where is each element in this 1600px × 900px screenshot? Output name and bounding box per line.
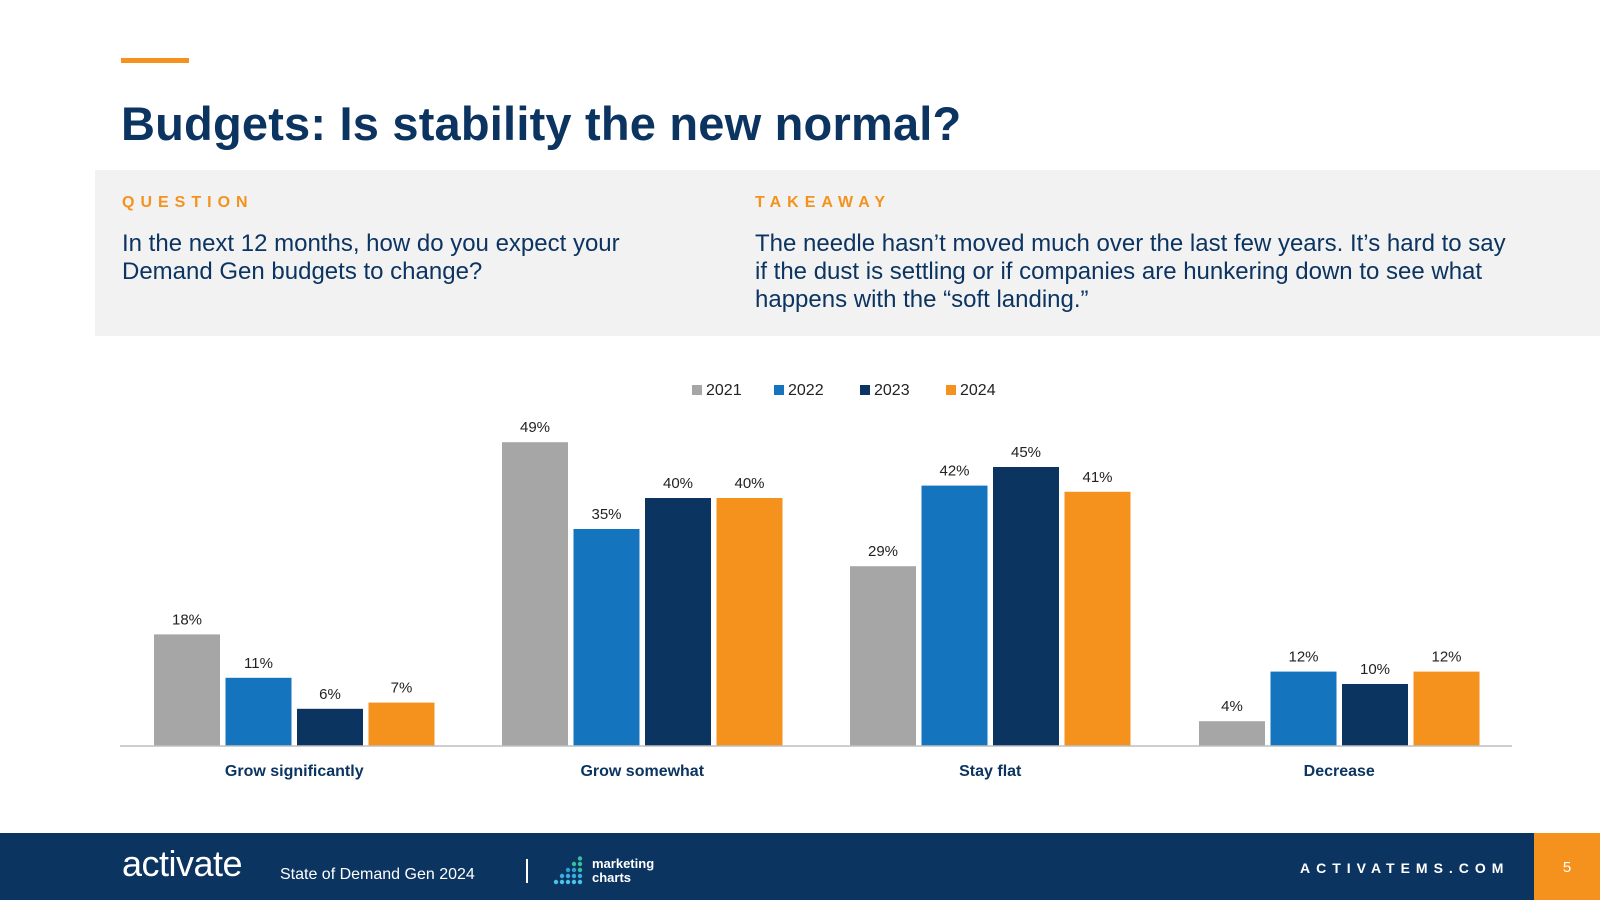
- data-label-2023-0: 6%: [319, 686, 341, 703]
- bar-2024-3: [1413, 671, 1480, 746]
- marketing-charts-icon: [553, 856, 583, 885]
- category-label-3: Decrease: [1304, 763, 1375, 780]
- bar-2023-0: [297, 708, 363, 746]
- bar-2022-2: [921, 485, 988, 746]
- bar-2021-1: [502, 442, 568, 746]
- bar-2024-1: [716, 498, 783, 746]
- bar-2023-2: [993, 467, 1059, 746]
- site-url: ACTIVATEMS.COM: [1300, 860, 1510, 876]
- data-label-2021-0: 18%: [172, 611, 202, 628]
- marketing-charts-wordmark: marketing charts: [592, 857, 654, 885]
- data-label-2021-2: 29%: [868, 543, 898, 560]
- takeaway-block: TAKEAWAY The needle hasn’t moved much ov…: [755, 194, 1515, 314]
- category-label-0: Grow significantly: [225, 763, 364, 780]
- category-label-1: Grow somewhat: [580, 763, 704, 780]
- footer-subtitle: State of Demand Gen 2024: [280, 866, 475, 883]
- activate-logo: activate: [122, 843, 243, 884]
- data-label-2022-2: 42%: [939, 463, 969, 480]
- bar-2021-0: [154, 634, 220, 746]
- bar-chart: 2021 2022 2023 2024 18% 11% 6% 7% Grow significa…: [0, 360, 1600, 810]
- question-text: In the next 12 months, how do you expect…: [122, 230, 620, 285]
- data-label-2023-3: 10%: [1360, 661, 1390, 678]
- category-label-2: Stay flat: [959, 763, 1022, 780]
- legend-label-2021: 2021: [706, 382, 742, 399]
- bar-2021-3: [1199, 721, 1265, 746]
- partner-line-2: charts: [592, 870, 632, 885]
- bar-2022-1: [573, 529, 640, 746]
- bar-2021-2: [850, 566, 916, 746]
- bar-2022-3: [1270, 671, 1337, 746]
- data-label-2021-1: 49%: [520, 419, 550, 436]
- data-label-2023-2: 45%: [1011, 444, 1041, 461]
- data-label-2022-0: 11%: [244, 655, 273, 672]
- page-number: 5: [1562, 859, 1572, 876]
- footer: activate State of Demand Gen 2024 market…: [0, 833, 1600, 900]
- page-number-box: 5: [1534, 833, 1600, 900]
- bar-2023-3: [1342, 684, 1408, 746]
- bar-2024-0: [368, 702, 435, 746]
- legend-swatch-2021: [692, 385, 702, 395]
- takeaway-label: TAKEAWAY: [755, 194, 892, 211]
- data-label-2022-3: 12%: [1288, 649, 1318, 666]
- data-label-2024-1: 40%: [734, 475, 764, 492]
- title-accent-line: [121, 58, 189, 63]
- legend-swatch-2022: [774, 385, 784, 395]
- data-label-2024-3: 12%: [1431, 649, 1461, 666]
- legend-swatch-2023: [860, 385, 870, 395]
- data-label-2023-1: 40%: [663, 475, 693, 492]
- legend-swatch-2024: [946, 385, 956, 395]
- question-label: QUESTION: [122, 194, 254, 211]
- takeaway-text: The needle hasn’t moved much over the la…: [755, 230, 1506, 313]
- data-label-2024-0: 7%: [391, 680, 413, 697]
- question-block: QUESTION In the next 12 months, how do y…: [122, 194, 642, 286]
- data-label-2024-2: 41%: [1082, 469, 1112, 486]
- page-title: Budgets: Is stability the new normal?: [121, 97, 962, 150]
- bar-2022-0: [225, 677, 292, 746]
- partner-line-1: marketing: [592, 856, 655, 871]
- info-panel: QUESTION In the next 12 months, how do y…: [95, 170, 1600, 336]
- legend-label-2023: 2023: [874, 382, 910, 399]
- bar-chart-svg: 2021 2022 2023 2024 18% 11% 6% 7% Grow significa…: [120, 382, 1512, 780]
- legend-label-2024: 2024: [960, 382, 996, 399]
- data-label-2022-1: 35%: [591, 506, 621, 523]
- footer-divider: [526, 859, 528, 883]
- bar-2024-2: [1064, 491, 1131, 746]
- data-label-2021-3: 4%: [1221, 698, 1243, 715]
- legend-label-2022: 2022: [788, 382, 824, 399]
- bar-2023-1: [645, 498, 711, 746]
